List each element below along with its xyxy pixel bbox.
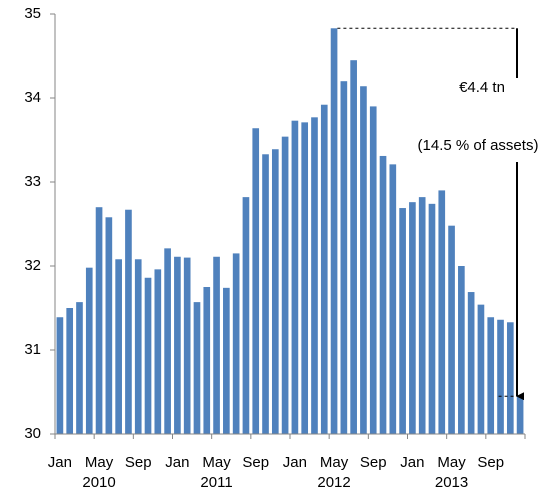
bar	[66, 308, 74, 434]
bar	[193, 302, 201, 434]
bar	[330, 28, 338, 435]
bar	[350, 60, 357, 434]
bar	[56, 317, 64, 434]
bar	[223, 287, 230, 434]
bar	[428, 203, 436, 434]
x-tick-label: Sep	[125, 454, 152, 471]
x-tick-label: Jan	[48, 454, 72, 471]
bar	[125, 209, 132, 434]
bar	[389, 164, 397, 435]
annotation: €4.4 tn	[459, 79, 505, 96]
bar	[232, 253, 240, 434]
x-tick-label: Sep	[242, 454, 269, 471]
y-tick-label: 32	[24, 257, 41, 274]
bar	[154, 269, 162, 434]
bar	[360, 86, 367, 435]
bar	[369, 106, 377, 435]
bar	[105, 217, 113, 434]
bar	[311, 117, 318, 434]
bar	[174, 256, 181, 434]
bar	[252, 128, 260, 435]
bar	[144, 277, 152, 434]
x-tick-label: Jan	[400, 454, 424, 471]
bar	[379, 155, 387, 434]
bar	[115, 259, 122, 434]
bar	[487, 317, 495, 434]
bar	[477, 304, 485, 434]
bar	[399, 208, 406, 434]
bar	[516, 396, 524, 434]
bar	[467, 292, 475, 434]
x-tick-label: Jan	[283, 454, 307, 471]
bar	[134, 259, 142, 434]
y-tick-label: 34	[24, 89, 41, 106]
year-label: 2010	[82, 474, 115, 491]
y-tick-label: 35	[24, 5, 41, 22]
y-tick-label: 31	[24, 341, 41, 358]
x-tick-label: May	[202, 454, 231, 471]
x-tick-label: Jan	[165, 454, 189, 471]
bar	[95, 207, 103, 434]
bar	[301, 122, 309, 435]
bar	[497, 319, 504, 434]
y-tick-label: 33	[24, 173, 41, 190]
bar	[506, 322, 514, 434]
bar	[448, 225, 455, 434]
bar	[291, 120, 299, 435]
bar	[203, 287, 211, 434]
bar	[271, 149, 279, 435]
bar	[213, 256, 220, 434]
bar	[340, 81, 348, 434]
bar	[320, 104, 328, 434]
bar	[418, 197, 426, 434]
bar	[262, 154, 269, 434]
bar	[183, 257, 191, 434]
bar	[242, 197, 250, 434]
year-label: 2011	[200, 474, 232, 491]
bar	[85, 267, 93, 434]
x-tick-label: Sep	[477, 454, 504, 471]
annotation: (14.5 % of assets)	[418, 137, 539, 154]
x-tick-label: May	[437, 454, 466, 471]
year-label: 2013	[435, 474, 468, 491]
y-tick-label: 30	[24, 425, 41, 442]
x-tick-label: Sep	[360, 454, 387, 471]
bar	[76, 302, 83, 434]
bar	[164, 248, 171, 434]
x-tick-label: May	[320, 454, 349, 471]
bar	[281, 136, 289, 434]
bar	[409, 202, 416, 434]
x-tick-label: May	[85, 454, 114, 471]
bar	[438, 190, 446, 434]
year-label: 2012	[317, 474, 350, 491]
bar	[458, 266, 465, 434]
